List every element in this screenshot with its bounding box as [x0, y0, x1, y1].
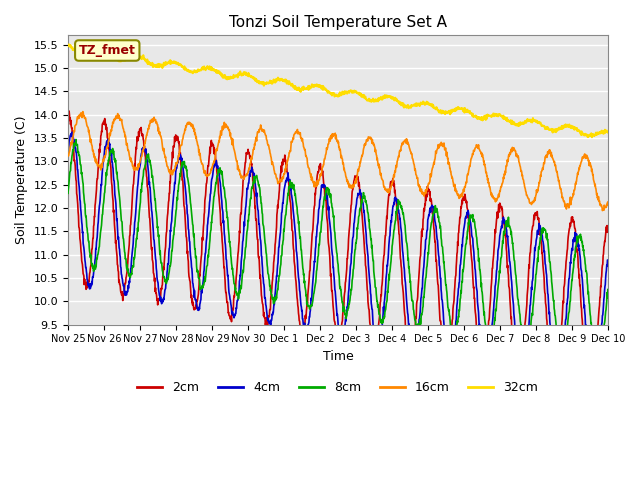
X-axis label: Time: Time	[323, 350, 353, 363]
Title: Tonzi Soil Temperature Set A: Tonzi Soil Temperature Set A	[229, 15, 447, 30]
Legend: 2cm, 4cm, 8cm, 16cm, 32cm: 2cm, 4cm, 8cm, 16cm, 32cm	[132, 376, 543, 399]
Y-axis label: Soil Temperature (C): Soil Temperature (C)	[15, 116, 28, 244]
Text: TZ_fmet: TZ_fmet	[79, 44, 136, 57]
